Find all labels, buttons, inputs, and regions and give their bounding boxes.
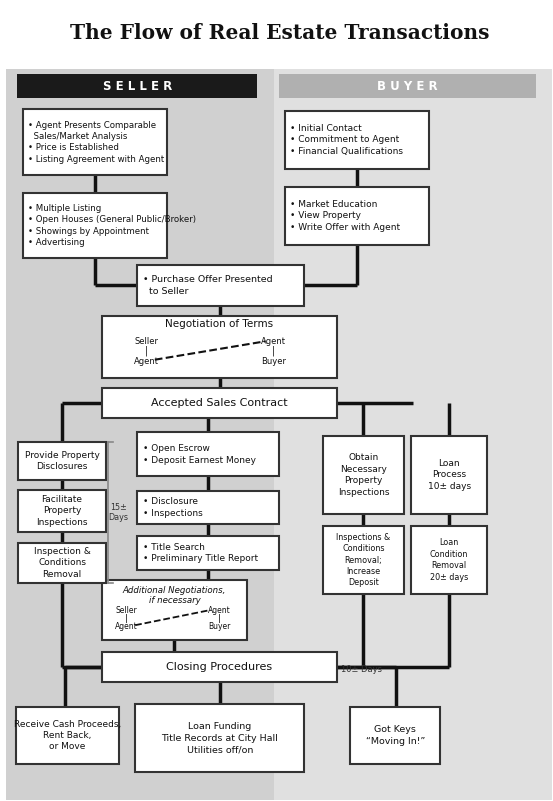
- Text: |: |: [145, 346, 148, 356]
- Bar: [279, 74, 536, 99]
- Bar: [137, 537, 279, 570]
- Text: Seller: Seller: [116, 606, 137, 615]
- Bar: [285, 111, 430, 169]
- Text: • Title Search
• Preliminary Title Report: • Title Search • Preliminary Title Repor…: [143, 543, 258, 563]
- Bar: [135, 704, 305, 772]
- Text: Inspection &
Conditions
Removal: Inspection & Conditions Removal: [34, 547, 91, 579]
- Text: if necessary: if necessary: [149, 596, 200, 605]
- Bar: [6, 1, 552, 69]
- Text: Facilitate
Property
Inspections: Facilitate Property Inspections: [36, 495, 88, 527]
- Text: Got Keys
“Moving In!”: Got Keys “Moving In!”: [366, 726, 425, 746]
- Bar: [285, 187, 430, 244]
- Text: Additional Negotiations,: Additional Negotiations,: [123, 586, 226, 595]
- Text: |: |: [272, 346, 275, 356]
- Bar: [18, 543, 106, 583]
- Bar: [18, 490, 106, 532]
- Text: The Flow of Real Estate Transactions: The Flow of Real Estate Transactions: [70, 22, 489, 42]
- Text: Loan Funding
Title Records at City Hall
Utilities off/on: Loan Funding Title Records at City Hall …: [161, 723, 278, 755]
- Text: • Agent Presents Comparable
  Sales/Market Analysis
• Price is Established
• Lis: • Agent Presents Comparable Sales/Market…: [28, 121, 164, 164]
- Text: B U Y E R: B U Y E R: [377, 80, 438, 93]
- Bar: [137, 433, 279, 477]
- Text: Loan
Condition
Removal
20± days: Loan Condition Removal 20± days: [430, 538, 468, 582]
- Text: S E L L E R: S E L L E R: [103, 80, 172, 93]
- Bar: [102, 316, 337, 378]
- Text: • Initial Contact
• Commitment to Agent
• Financial Qualifications: • Initial Contact • Commitment to Agent …: [290, 124, 403, 155]
- Bar: [23, 110, 168, 175]
- Bar: [137, 264, 304, 306]
- Bar: [323, 526, 404, 594]
- Text: • Market Education
• View Property
• Write Offer with Agent: • Market Education • View Property • Wri…: [290, 199, 400, 231]
- Text: Loan
Process
10± days: Loan Process 10± days: [427, 459, 471, 491]
- Text: Agent: Agent: [134, 356, 159, 366]
- Text: Closing Procedures: Closing Procedures: [166, 662, 272, 672]
- Text: Provide Property
Disclosures: Provide Property Disclosures: [24, 451, 100, 472]
- Text: Agent: Agent: [262, 337, 286, 346]
- Text: 15±
Days: 15± Days: [108, 503, 128, 522]
- Text: Seller: Seller: [134, 337, 159, 346]
- Bar: [18, 442, 106, 481]
- Bar: [411, 526, 487, 594]
- Bar: [350, 706, 440, 764]
- Bar: [102, 581, 247, 640]
- Text: Agent: Agent: [115, 622, 138, 631]
- Text: • Multiple Listing
• Open Houses (General Public/Broker)
• Showings by Appointme: • Multiple Listing • Open Houses (Genera…: [28, 203, 196, 247]
- Text: |: |: [125, 614, 128, 623]
- Text: Buyer: Buyer: [208, 622, 231, 631]
- Bar: [23, 192, 168, 258]
- Text: 10± Days: 10± Days: [341, 666, 382, 674]
- Text: Obtain
Necessary
Property
Inspections: Obtain Necessary Property Inspections: [338, 453, 389, 497]
- Text: Accepted Sales Contract: Accepted Sales Contract: [151, 398, 288, 408]
- Bar: [102, 388, 337, 418]
- Bar: [137, 491, 279, 525]
- Text: |: |: [218, 614, 221, 623]
- Bar: [274, 69, 552, 800]
- Bar: [102, 651, 337, 682]
- Text: Negotiation of Terms: Negotiation of Terms: [165, 319, 273, 328]
- Bar: [17, 74, 258, 99]
- Bar: [16, 706, 119, 764]
- Bar: [6, 69, 274, 800]
- Text: • Disclosure
• Inspections: • Disclosure • Inspections: [143, 497, 202, 518]
- Bar: [323, 436, 404, 514]
- Text: Receive Cash Proceeds,
Rent Back,
or Move: Receive Cash Proceeds, Rent Back, or Mov…: [14, 719, 121, 751]
- Bar: [411, 436, 487, 514]
- Text: Buyer: Buyer: [262, 356, 286, 366]
- Text: • Purchase Offer Presented
  to Seller: • Purchase Offer Presented to Seller: [143, 275, 273, 296]
- Text: • Open Escrow
• Deposit Earnest Money: • Open Escrow • Deposit Earnest Money: [143, 445, 256, 465]
- Text: Agent: Agent: [208, 606, 231, 615]
- Text: Inspections &
Conditions
Removal;
Increase
Deposit: Inspections & Conditions Removal; Increa…: [336, 533, 390, 587]
